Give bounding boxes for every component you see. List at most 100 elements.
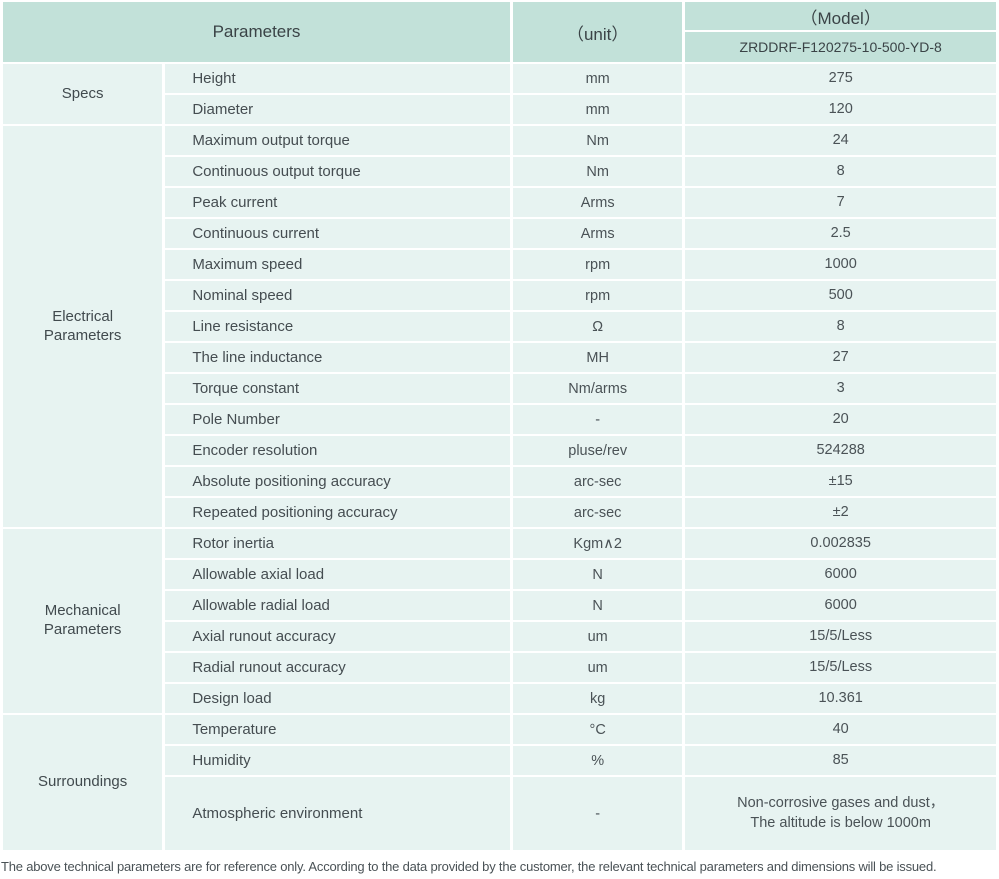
unit-cell: um xyxy=(513,622,683,651)
group-cell: Electrical Parameters xyxy=(3,126,163,527)
header-row-2: ZRDDRF-F120275-10-500-YD-8 xyxy=(3,32,996,62)
unit-cell: N xyxy=(513,591,683,620)
unit-cell: Nm xyxy=(513,126,683,155)
param-label-cell: Rotor inertia xyxy=(165,529,510,558)
model-column-header: （Model） xyxy=(685,2,996,30)
value-cell: 40 xyxy=(685,715,996,744)
value-cell: 8 xyxy=(685,312,996,341)
table-body: Specs Height mm 275 Diameter mm 120 Electrical … xyxy=(3,64,996,850)
param-label-cell: Temperature xyxy=(165,715,510,744)
param-label-cell: Allowable axial load xyxy=(165,560,510,589)
value-cell: 524288 xyxy=(685,436,996,465)
table-row: Repeated positioning accuracy arc-sec ±2 xyxy=(3,498,996,527)
value-cell: 6000 xyxy=(685,591,996,620)
value-cell: 15/5/Less xyxy=(685,622,996,651)
table-row: Continuous output torque Nm 8 xyxy=(3,157,996,186)
unit-cell: °C xyxy=(513,715,683,744)
param-label-cell: Continuous output torque xyxy=(165,157,510,186)
table-row: Pole Number -20 xyxy=(3,405,996,434)
table-row: Encoder resolution pluse/rev 524288 xyxy=(3,436,996,465)
table-header: Parameters （unit） （Model） ZRDDRF-F120275… xyxy=(3,2,996,62)
param-label-cell: Height xyxy=(165,64,510,93)
table-row: Design load kg 10.361 xyxy=(3,684,996,713)
value-cell: 1000 xyxy=(685,250,996,279)
unit-cell: Ω xyxy=(513,312,683,341)
unit-cell: Nm xyxy=(513,157,683,186)
value-cell: ±15 xyxy=(685,467,996,496)
value-cell: 20 xyxy=(685,405,996,434)
footer-note: The above technical parameters are for r… xyxy=(1,859,937,874)
value-cell: Non-corrosive gases and dust， The altitu… xyxy=(685,777,996,850)
table-row: Specs Height mm 275 xyxy=(3,64,996,124)
unit-cell: Arms xyxy=(513,188,683,217)
value-cell: 7 xyxy=(685,188,996,217)
value-cell: 8 xyxy=(685,157,996,186)
value-cell: 2.5 xyxy=(685,219,996,248)
parameters-column-header: Parameters xyxy=(3,2,510,62)
unit-cell: Arms xyxy=(513,219,683,248)
param-label-cell: Absolute positioning accuracy xyxy=(165,467,510,496)
group-cell: Specs xyxy=(3,64,163,124)
param-label-cell: Nominal speed xyxy=(165,281,510,310)
value-cell: 24 xyxy=(685,126,996,155)
param-label-cell: Atmospheric environment xyxy=(165,777,510,850)
group-cell: Surroundings xyxy=(3,715,163,850)
param-label-cell: Axial runout accuracy xyxy=(165,622,510,651)
unit-cell: - xyxy=(513,405,683,434)
table-row: Allowable radial load N 6000 xyxy=(3,591,996,620)
table-row: Axial runout accuracy um 15/5/Less xyxy=(3,622,996,651)
unit-cell: % xyxy=(513,746,683,775)
value-cell: 120 xyxy=(685,95,996,124)
value-cell: 500 xyxy=(685,281,996,310)
model-number: ZRDDRF-F120275-10-500-YD-8 xyxy=(685,32,996,62)
unit-cell: um xyxy=(513,653,683,682)
table-row: Humidity% 85 xyxy=(3,746,996,775)
param-label-cell: Repeated positioning accuracy xyxy=(165,498,510,527)
param-label-cell: Encoder resolution xyxy=(165,436,510,465)
table-row: Nominal speed rpm 500 xyxy=(3,281,996,310)
param-label-cell: Allowable radial load xyxy=(165,591,510,620)
param-label-cell: Design load xyxy=(165,684,510,713)
value-cell: 3 xyxy=(685,374,996,403)
table-row: Maximum speed rpm 1000 xyxy=(3,250,996,279)
table-row: Diameter mm 120 xyxy=(3,95,996,124)
value-cell: 15/5/Less xyxy=(685,653,996,682)
value-cell: 6000 xyxy=(685,560,996,589)
table-row: Radial runout accuracy um 15/5/Less xyxy=(3,653,996,682)
value-cell: 27 xyxy=(685,343,996,372)
value-cell: 0.002835 xyxy=(685,529,996,558)
table-row: Surroundings Temperature °C 40 xyxy=(3,715,996,850)
unit-cell: rpm xyxy=(513,250,683,279)
unit-cell: pluse/rev xyxy=(513,436,683,465)
param-label-cell: Peak current xyxy=(165,188,510,217)
param-label-cell: The line inductance xyxy=(165,343,510,372)
unit-cell: kg xyxy=(513,684,683,713)
unit-cell: arc-sec xyxy=(513,498,683,527)
table-row: Absolute positioning accuracy arc-sec ±15 xyxy=(3,467,996,496)
param-label-cell: Line resistance xyxy=(165,312,510,341)
group-cell: Mechanical Parameters xyxy=(3,529,163,713)
unit-cell: Nm/arms xyxy=(513,374,683,403)
unit-cell: mm xyxy=(513,95,683,124)
unit-cell: MH xyxy=(513,343,683,372)
unit-cell: - xyxy=(513,777,683,850)
value-cell: 275 xyxy=(685,64,996,93)
param-label-cell: Maximum speed xyxy=(165,250,510,279)
param-label-cell: Continuous current xyxy=(165,219,510,248)
value-cell: ±2 xyxy=(685,498,996,527)
param-label-cell: Diameter xyxy=(165,95,510,124)
table-row: Line resistance Ω 8 xyxy=(3,312,996,341)
table-row: Atmospheric environment - Non-corrosive ga… xyxy=(3,777,996,850)
param-label-cell: Radial runout accuracy xyxy=(165,653,510,682)
param-label-cell: Humidity xyxy=(165,746,510,775)
table-row: Peak current Arms 7 xyxy=(3,188,996,217)
table-row: Mechanical Parameters Rotor inertia Kgm∧2 0… xyxy=(3,529,996,713)
unit-column-header: （unit） xyxy=(513,2,683,62)
param-label-cell: Maximum output torque xyxy=(165,126,510,155)
param-label-cell: Torque constant xyxy=(165,374,510,403)
unit-cell: rpm xyxy=(513,281,683,310)
table-row: Torque constant Nm/arms 3 xyxy=(3,374,996,403)
unit-cell: Kgm∧2 xyxy=(513,529,683,558)
table-row: The line inductance MH 27 xyxy=(3,343,996,372)
